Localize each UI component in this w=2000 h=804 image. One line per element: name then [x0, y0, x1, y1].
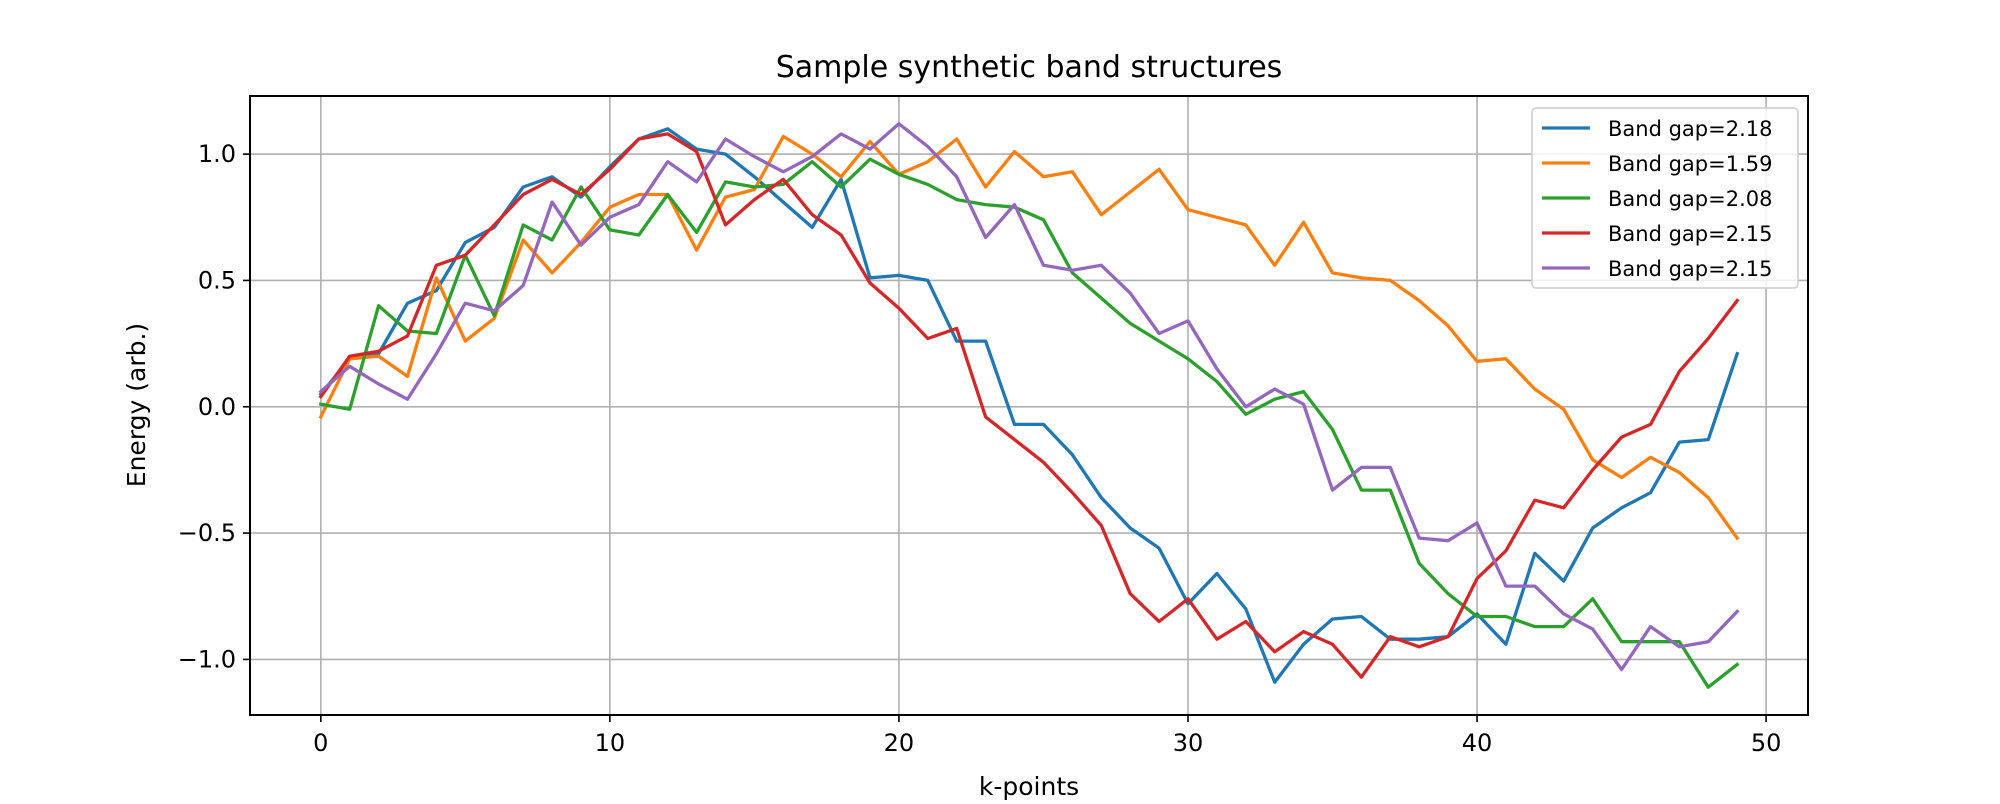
legend-label-1: Band gap=2.18 — [1608, 117, 1772, 141]
plot-area-frame — [249, 95, 1809, 716]
series-lines — [318, 122, 1740, 689]
x-axis-label: k-points — [979, 772, 1079, 800]
legend-label-2: Band gap=1.59 — [1608, 152, 1772, 176]
legend: Band gap=2.18 Band gap=1.59 Band gap=2.08 B… — [1531, 107, 1799, 289]
y-tick-label: 0.5 — [198, 266, 236, 294]
y-tick-label: 0.0 — [198, 393, 236, 421]
series-line-4 — [318, 132, 1740, 679]
axis-ticks: 0 10 20 30 40 50 −1.0 −0.5 0.0 0.5 1.0 — [178, 140, 1782, 757]
series-line-5 — [318, 122, 1740, 672]
legend-label-5: Band gap=2.15 — [1608, 257, 1772, 281]
chart-title: Sample synthetic band structures — [776, 50, 1283, 85]
y-axis-label: Energy (arb.) — [122, 323, 151, 487]
legend-label-4: Band gap=2.15 — [1608, 222, 1772, 246]
y-tick-label: −1.0 — [178, 645, 236, 673]
x-tick-label: 10 — [595, 729, 626, 757]
x-tick-label: 30 — [1173, 729, 1204, 757]
legend-box — [1531, 107, 1799, 289]
y-tick-label: −0.5 — [178, 519, 236, 547]
x-tick-label: 50 — [1751, 729, 1782, 757]
x-tick-label: 20 — [884, 729, 915, 757]
x-tick-label: 40 — [1462, 729, 1493, 757]
legend-label-3: Band gap=2.08 — [1608, 187, 1772, 211]
series-line-2 — [318, 134, 1740, 541]
y-tick-label: 1.0 — [198, 140, 236, 168]
series-line-3 — [318, 157, 1740, 689]
x-tick-label: 0 — [313, 729, 328, 757]
